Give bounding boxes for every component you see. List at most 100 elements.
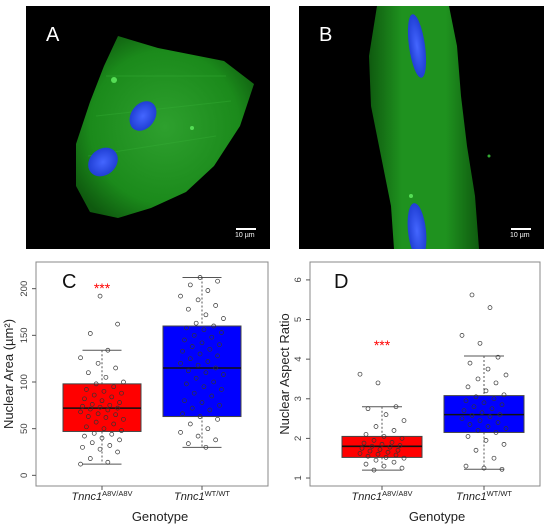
data-point [121,379,126,385]
data-point [467,422,473,427]
data-point [99,398,105,404]
data-point [397,443,403,448]
category-label: Tnnc1WT/WT [456,489,512,503]
data-point [363,432,369,437]
data-point [101,426,107,432]
data-point [209,334,215,340]
data-point [109,431,115,437]
data-point [115,321,120,327]
data-point [221,316,226,321]
data-point [187,356,193,362]
data-point [84,387,89,392]
x-axis-label-c: Genotype [132,509,188,524]
category-label: Tnnc1A8V/A8V [351,489,412,503]
data-point [203,444,209,450]
data-point [499,466,505,472]
data-point [463,398,469,404]
data-point [503,372,509,378]
data-point [477,340,483,346]
data-point [485,366,491,372]
data-point [467,360,473,366]
data-point [215,278,220,284]
data-point [182,398,187,404]
data-point [199,400,205,405]
data-point [80,444,85,450]
data-point [184,325,189,331]
micrograph-a: A 10 µm [26,6,270,249]
data-point [93,381,99,387]
data-point [197,275,203,280]
data-point [371,467,377,473]
data-point [107,402,113,408]
data-point [363,461,369,467]
data-point [479,410,485,415]
data-point [85,414,91,419]
data-point [381,463,387,469]
data-point [395,447,401,453]
data-point [495,354,501,360]
data-point [221,372,226,377]
data-point [111,384,117,390]
data-point [401,455,407,461]
data-point [191,390,197,396]
data-point [461,408,467,414]
data-point [377,447,383,452]
nucleus-b1 [407,14,427,78]
data-point [93,419,99,425]
data-point [84,424,89,430]
significance-stars-d: *** [374,337,391,353]
data-point [371,438,377,443]
data-point [503,426,509,431]
data-point [211,323,217,329]
data-point [389,440,395,445]
data-point [178,430,183,435]
data-point [391,459,397,465]
data-point [213,437,218,443]
data-point [109,394,115,400]
data-point [186,306,191,312]
data-point [195,433,201,439]
data-point [215,416,220,422]
y-axis-label-c: Nuclear Area (µm²) [1,319,16,429]
data-point [375,380,381,386]
data-point [121,416,126,422]
data-point [184,381,189,387]
data-point [205,359,211,364]
data-point [89,402,95,407]
data-point [493,430,499,435]
data-point [117,400,122,405]
data-point [178,360,183,366]
data-point [375,451,381,457]
y-axis-label-d: Nuclear Aspect Ratio [277,313,292,434]
micrograph-b-image [369,6,491,249]
data-point [487,305,493,310]
data-point [187,282,193,288]
data-point [465,434,471,439]
data-point [95,411,101,417]
data-point [483,438,489,443]
data-point [387,444,393,450]
data-point [89,440,95,446]
data-point [489,406,495,412]
panel-letter-b: B [319,24,333,46]
data-point [367,448,373,454]
data-point [197,414,203,419]
data-point [207,407,213,413]
data-point [381,434,387,439]
y-tick-label-d: 2 [293,436,304,441]
data-point [491,396,497,402]
data-point [383,412,389,417]
data-point [107,443,113,448]
data-point [103,374,109,380]
data-point [357,451,363,456]
scale-label-a: 10 µm [235,232,255,239]
data-point [78,461,83,467]
data-point [473,447,479,453]
data-point [105,407,111,413]
data-point [471,404,477,410]
data-point [82,433,87,439]
data-point [365,453,371,459]
data-point [80,403,85,409]
data-point [201,327,207,333]
